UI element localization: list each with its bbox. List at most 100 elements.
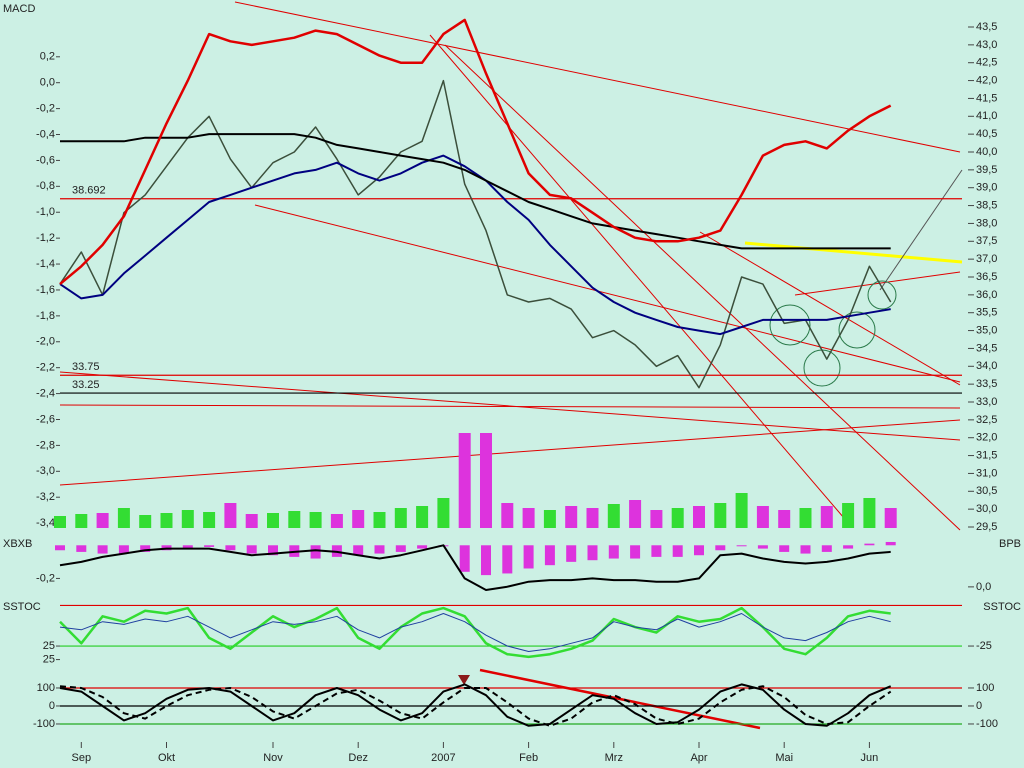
volume-bar <box>117 508 130 528</box>
x-tick-label: 2007 <box>431 752 455 764</box>
volume-bar <box>693 506 705 528</box>
y2-tick-label: 35,5 <box>976 307 997 319</box>
x-tick-label: Sep <box>72 752 92 764</box>
grey-trend <box>879 169 963 291</box>
volume-bar <box>820 506 833 528</box>
trend-lines <box>59 1 961 730</box>
y2-tick-label: 34,5 <box>976 342 997 354</box>
histogram-bar <box>459 545 470 572</box>
histogram-bar <box>225 545 236 551</box>
y-tick-label: -1,6 <box>36 284 55 296</box>
histogram-bar <box>821 545 832 552</box>
x-tick-label: Dez <box>348 752 368 764</box>
histogram-bar <box>651 545 662 557</box>
histogram-bar <box>608 545 619 559</box>
volume-bar <box>480 433 492 528</box>
histogram-bar <box>502 545 513 574</box>
y-tick-label: -3,2 <box>36 491 55 503</box>
y2-tick-label: 31,0 <box>976 467 997 479</box>
y-tick-label: -3,4 <box>36 517 55 529</box>
volume-bar <box>629 500 642 528</box>
histogram-bar <box>843 545 854 549</box>
y2-tick-label: 41,5 <box>976 92 997 104</box>
volume-bar <box>458 433 471 528</box>
y2-tick-label: 43,0 <box>976 39 997 51</box>
y-tick-label: -3,0 <box>36 465 55 477</box>
volume-bar <box>288 511 301 528</box>
pattern-circles <box>769 280 897 387</box>
y2-tick-label: 43,5 <box>976 21 997 33</box>
y2-tick-label: 41,0 <box>976 110 997 122</box>
volume-bar <box>75 514 88 528</box>
volume-bar <box>267 513 279 528</box>
panel-label-right: BPB <box>999 538 1021 550</box>
volume-bar <box>842 503 855 528</box>
x-tick-label: Mai <box>775 752 793 764</box>
volume-bar <box>309 512 322 528</box>
y2-tick-label: 32,0 <box>976 432 997 444</box>
volume-bar <box>543 510 556 528</box>
y-tick-label: -2,0 <box>36 336 55 348</box>
histogram-bar <box>55 545 65 551</box>
histogram-bar <box>395 545 406 552</box>
y2-tick-label: 36,5 <box>976 271 997 283</box>
volume-bar <box>863 498 876 528</box>
panel-label: XBXB <box>3 538 32 550</box>
y-tick-label: 0,2 <box>40 51 55 63</box>
histogram-bar <box>544 545 555 566</box>
y-tick-label: 100 <box>37 682 55 694</box>
y-tick-label: -1,2 <box>36 232 55 244</box>
volume-bar <box>330 514 343 528</box>
y2-tick-label: 33,5 <box>976 378 997 390</box>
histogram-bar <box>800 545 811 554</box>
y2-tick-label: 31,5 <box>976 449 997 461</box>
yellow-trend <box>744 241 963 264</box>
series-line <box>60 133 891 250</box>
volume-bar <box>522 508 535 528</box>
histogram-bar <box>118 545 129 554</box>
series-line <box>59 685 892 727</box>
y2-tick-label: 42,0 <box>976 74 997 86</box>
volume-bar <box>181 510 194 528</box>
x-tick-label: Okt <box>158 752 175 764</box>
histogram-bar <box>757 545 768 549</box>
y-tick-label: 0,0 <box>40 77 55 89</box>
y2-tick-label: 37,0 <box>976 253 997 265</box>
y-tick-label: -1,0 <box>36 206 55 218</box>
y2-tick-label: 0,0 <box>976 581 991 593</box>
histogram-bar <box>353 545 364 556</box>
volume-bar <box>714 503 727 528</box>
volume-bar <box>96 513 109 528</box>
volume-bar <box>352 510 365 528</box>
y-tick-label: -0,2 <box>36 572 55 584</box>
y2-tick-label: 42,5 <box>976 57 997 69</box>
histogram-bar <box>246 545 257 554</box>
volume-bar <box>501 503 514 528</box>
y-tick-label: 25 <box>43 640 55 652</box>
y-tick-label: -0,6 <box>36 154 55 166</box>
y-tick-label: -1,8 <box>36 310 55 322</box>
x-tick-label: Apr <box>690 752 707 764</box>
histogram-bar <box>204 545 215 547</box>
y2-tick-label: 0 <box>976 700 982 712</box>
histogram-bar <box>885 541 896 546</box>
volume-bar <box>416 506 429 528</box>
y-tick-label: -2,8 <box>36 439 55 451</box>
y2-tick-label: -25 <box>976 640 992 652</box>
y2-tick-label: 37,5 <box>976 235 997 247</box>
volume-bar <box>586 508 599 528</box>
y2-tick-label: 40,5 <box>976 128 997 140</box>
volume-bar <box>650 510 663 528</box>
y-tick-label: -100 <box>33 718 55 730</box>
plot: MACD 0,2 0,0 -0,2 -0,4 -0,6 -0,8 -1,0 -1,2 -1,4 -1… <box>3 3 1021 764</box>
y2-tick-label: 100 <box>976 682 994 694</box>
histogram-bar <box>779 545 790 552</box>
series-line <box>59 18 892 286</box>
x-tick-label: Jun <box>861 752 879 764</box>
histogram-bar <box>481 545 491 576</box>
y-tick-label: -2,6 <box>36 413 55 425</box>
histogram-bar <box>374 545 385 554</box>
histogram-bar <box>694 545 704 556</box>
